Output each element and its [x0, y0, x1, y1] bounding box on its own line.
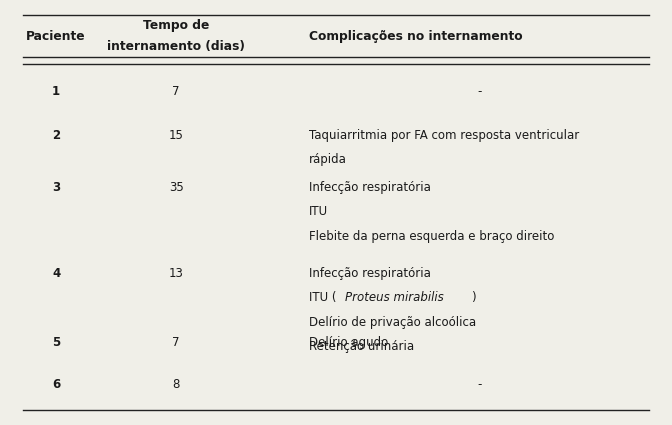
Text: Infecção respiratória: Infecção respiratória — [309, 181, 431, 194]
Text: ITU (: ITU ( — [309, 292, 337, 304]
Text: Proteus mirabilis: Proteus mirabilis — [345, 292, 444, 304]
Text: 8: 8 — [172, 378, 179, 391]
Text: Tempo de: Tempo de — [143, 20, 209, 32]
Text: 7: 7 — [172, 336, 180, 349]
Text: 13: 13 — [169, 267, 183, 280]
Text: Infecção respiratória: Infecção respiratória — [309, 267, 431, 280]
Text: 7: 7 — [172, 85, 180, 98]
Text: 15: 15 — [169, 129, 183, 142]
Text: Flebite da perna esquerda e braço direito: Flebite da perna esquerda e braço direit… — [309, 230, 554, 243]
Text: Complicações no internamento: Complicações no internamento — [309, 30, 523, 43]
Text: -: - — [477, 378, 481, 391]
Text: 6: 6 — [52, 378, 60, 391]
Text: Delírio de privação alcoólica: Delírio de privação alcoólica — [309, 316, 476, 329]
Text: ITU: ITU — [309, 205, 329, 218]
Text: Retenção urinária: Retenção urinária — [309, 340, 415, 353]
Text: 35: 35 — [169, 181, 183, 194]
Text: 3: 3 — [52, 181, 60, 194]
Text: Paciente: Paciente — [26, 30, 86, 43]
Text: rápida: rápida — [309, 153, 347, 166]
Text: -: - — [477, 85, 481, 98]
Text: Delírio agudo: Delírio agudo — [309, 336, 388, 349]
Text: internamento (dias): internamento (dias) — [107, 40, 245, 53]
Text: 2: 2 — [52, 129, 60, 142]
Text: 4: 4 — [52, 267, 60, 280]
Text: Taquiarritmia por FA com resposta ventricular: Taquiarritmia por FA com resposta ventri… — [309, 129, 579, 142]
Text: 1: 1 — [52, 85, 60, 98]
Text: 5: 5 — [52, 336, 60, 349]
Text: ): ) — [471, 292, 476, 304]
